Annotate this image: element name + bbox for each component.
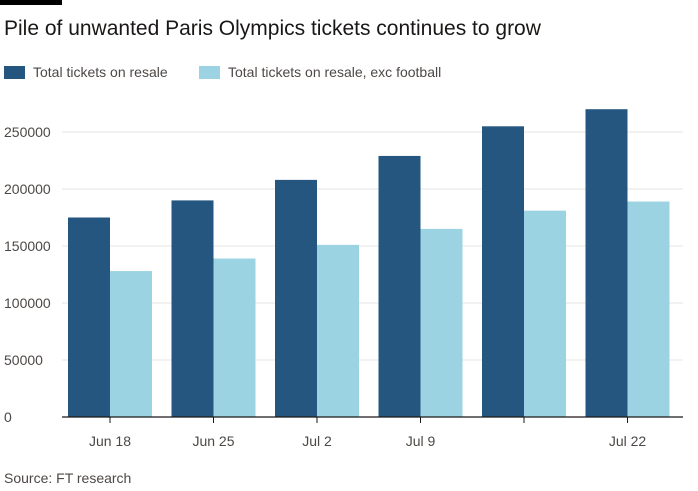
legend-label-total: Total tickets on resale xyxy=(33,64,168,80)
bar-total xyxy=(68,217,110,417)
y-tick-label: 200000 xyxy=(4,181,51,197)
y-tick-label: 50000 xyxy=(4,352,43,368)
header-accent-bar xyxy=(0,0,62,5)
y-tick-label: 250000 xyxy=(4,124,51,140)
bar-total xyxy=(378,155,421,417)
legend-label-exc-football: Total tickets on resale, exc football xyxy=(228,64,442,80)
bar-exc-football xyxy=(317,244,359,417)
bar-total xyxy=(275,179,317,417)
x-tick-label: Jul 22 xyxy=(609,433,647,449)
chart-source: Source: FT research xyxy=(4,470,132,486)
bar-exc-football xyxy=(110,271,152,417)
bar-exc-football xyxy=(420,228,463,417)
bar-total xyxy=(171,200,214,417)
y-tick-label: 0 xyxy=(4,409,12,425)
x-tick-label: Jun 18 xyxy=(89,433,131,449)
x-tick-label: Jul 2 xyxy=(302,433,332,449)
y-tick-label: 150000 xyxy=(4,238,51,254)
y-tick-label: 100000 xyxy=(4,295,51,311)
legend-item-exc-football: Total tickets on resale, exc football xyxy=(199,64,441,80)
bar-total xyxy=(482,126,524,418)
bar-total xyxy=(585,109,628,417)
legend-swatch-exc-football xyxy=(199,65,220,79)
bar-exc-football xyxy=(627,201,670,417)
legend-item-total: Total tickets on resale xyxy=(4,64,168,80)
x-tick-label: Jun 25 xyxy=(192,433,234,449)
legend-swatch-total xyxy=(4,65,25,79)
bar-exc-football xyxy=(524,210,566,417)
chart-title: Pile of unwanted Paris Olympics tickets … xyxy=(4,17,541,40)
bar-exc-football xyxy=(213,258,256,417)
x-tick-label: Jul 9 xyxy=(406,433,436,449)
